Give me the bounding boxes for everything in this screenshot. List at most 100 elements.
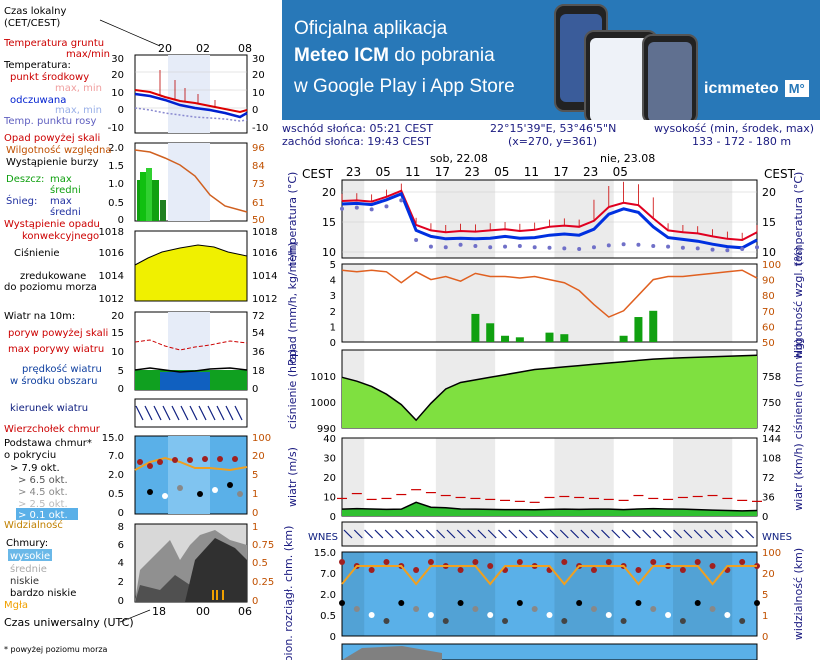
wind-tick-5: 5 xyxy=(118,366,124,377)
hum-tick: 90 xyxy=(762,276,775,287)
cloud-base-dot xyxy=(605,612,612,618)
cloud-base-dot xyxy=(694,600,701,606)
dew-point-dot xyxy=(473,244,478,248)
dew-point-dot xyxy=(488,245,493,250)
cb-tick-r100: 100 xyxy=(252,433,271,444)
legend-time-local-2: (CET/CEST) xyxy=(4,18,60,29)
rain-bar xyxy=(560,334,569,342)
cloud-cover-shape xyxy=(342,646,442,660)
wind-arrow xyxy=(467,529,477,539)
legend-maxmin-blue: max, min xyxy=(55,105,102,116)
cb-tick-15: 15.0 xyxy=(102,433,124,444)
app-banner[interactable]: Oficjalna aplikacja Meteo ICM do pobrani… xyxy=(282,0,820,120)
cloud-base-dot xyxy=(442,618,449,624)
legend-cloud-dot xyxy=(237,491,243,497)
rain-bar xyxy=(486,323,495,342)
humidity-ylabel: wilgotność wzgl. (%) xyxy=(792,247,805,360)
cl-tick-r1: 1 xyxy=(252,522,258,533)
hum-tick-61: 61 xyxy=(252,198,265,209)
dew-point-dot xyxy=(606,243,611,248)
wind-arrow xyxy=(425,529,435,539)
wind-arrow xyxy=(518,529,528,539)
legend-cloud-dot xyxy=(177,485,183,491)
wind-arrow xyxy=(384,529,394,539)
cb-tick-r5: 5 xyxy=(252,470,258,481)
hum-tick-84: 84 xyxy=(252,161,265,172)
legend-high: wysokie xyxy=(10,551,50,562)
pres-tick-r: 742 xyxy=(762,424,781,435)
wind-tick: 20 xyxy=(323,473,336,484)
precip-tick: 3 xyxy=(330,291,336,302)
hum-tick: 60 xyxy=(762,322,775,333)
night-band xyxy=(435,180,496,258)
humidity-line xyxy=(341,269,758,318)
legend-ground-temp: Temperatura gruntu xyxy=(3,38,104,49)
cloud-tick-r: 100 xyxy=(762,548,781,559)
wind-panel: 0 10 20 30 40 0 36 72 108 144 wiatr (m/s) wiatr (km… xyxy=(286,434,805,523)
hum-tick-50: 50 xyxy=(252,215,265,226)
legend-temperature: Temperatura: xyxy=(3,60,71,71)
cloud-base-dot xyxy=(368,612,375,618)
cloud-base-dot xyxy=(383,618,390,624)
cl-tick-r075: 0.75 xyxy=(252,540,274,551)
legend-wind-arrow xyxy=(234,405,243,421)
cloud-top-dot xyxy=(383,559,390,565)
pres-tick-1014: 1014 xyxy=(99,271,124,282)
temp-tick-r20: 20 xyxy=(252,70,265,81)
cloud-top-dot xyxy=(368,567,375,573)
cloud-top-dot xyxy=(427,559,434,565)
temp-panel: 20 20 15 15 10 10 temperatura (°C) temperatura … xyxy=(286,172,805,267)
cloud-top-dot xyxy=(472,559,479,565)
legend-wind-dir: kierunek wiatru xyxy=(10,403,88,414)
cloud-top-dot xyxy=(635,567,642,573)
temp-ylabel-right: temperatura (°C) xyxy=(792,172,805,267)
wind-arrow xyxy=(590,529,600,539)
legend-cloud-dot xyxy=(217,456,223,462)
wind-arrow xyxy=(395,529,404,539)
temp-tick-20: 20 xyxy=(111,70,124,81)
wind-arrow xyxy=(487,529,497,539)
wind-arrow xyxy=(364,529,374,539)
cloud-tick: 15.0 xyxy=(314,548,336,559)
legend-cloud-dot xyxy=(187,457,193,463)
cloud-top-dot xyxy=(694,559,701,565)
rain-bar xyxy=(515,337,524,342)
cloud-top-dot xyxy=(339,559,345,565)
temp-tick-30: 30 xyxy=(111,54,124,65)
wind-tick-r: 36 xyxy=(762,493,775,504)
cl-tick-r025: 0.25 xyxy=(252,577,274,588)
local-tick-3: 08 xyxy=(238,42,252,55)
wind-arrow xyxy=(415,529,425,539)
cloud-ylabel: pion. rozciągł. chm. (km) xyxy=(282,526,295,660)
dew-point-dot xyxy=(517,244,522,248)
cl-tick-6: 6 xyxy=(118,540,124,551)
legend-cloud-base: Podstawa chmur* xyxy=(4,438,92,449)
cloud-base-dot xyxy=(546,612,553,618)
dew-point-dot xyxy=(443,245,448,250)
cloud-base-dot xyxy=(487,612,494,618)
hour-tick: 11 xyxy=(524,165,539,179)
wind-arrow xyxy=(631,529,641,539)
legend-cloud-dot xyxy=(202,456,208,462)
cl-tick-2: 2 xyxy=(118,577,124,588)
legend-pressure1: Ciśnienie xyxy=(14,247,60,259)
cloud-top-dot xyxy=(516,559,523,565)
wind-arrow xyxy=(662,529,672,539)
wind-tick: 30 xyxy=(323,454,336,465)
local-tick-2: 02 xyxy=(196,42,210,55)
temp-tick-r30: 30 xyxy=(252,54,265,65)
legend-snow-mean: średni xyxy=(50,206,81,218)
legend-wind-arrow xyxy=(162,405,171,421)
night-band xyxy=(342,552,365,636)
cloud-base-dot xyxy=(754,600,760,606)
hum-tick: 100 xyxy=(762,260,781,271)
wind-arrow xyxy=(528,529,538,539)
hour-tick: 05 xyxy=(613,165,628,179)
temp-tick-m10: -10 xyxy=(108,123,124,134)
night-band xyxy=(342,264,365,342)
legend-cloud-dot xyxy=(137,459,143,465)
local-tick-1: 20 xyxy=(158,42,172,55)
legend-precip-conv: Wystąpienie opadu xyxy=(4,219,100,230)
legend-okt-65: > 6.5 okt. xyxy=(18,475,68,486)
legend-cloud-dot xyxy=(147,463,153,469)
